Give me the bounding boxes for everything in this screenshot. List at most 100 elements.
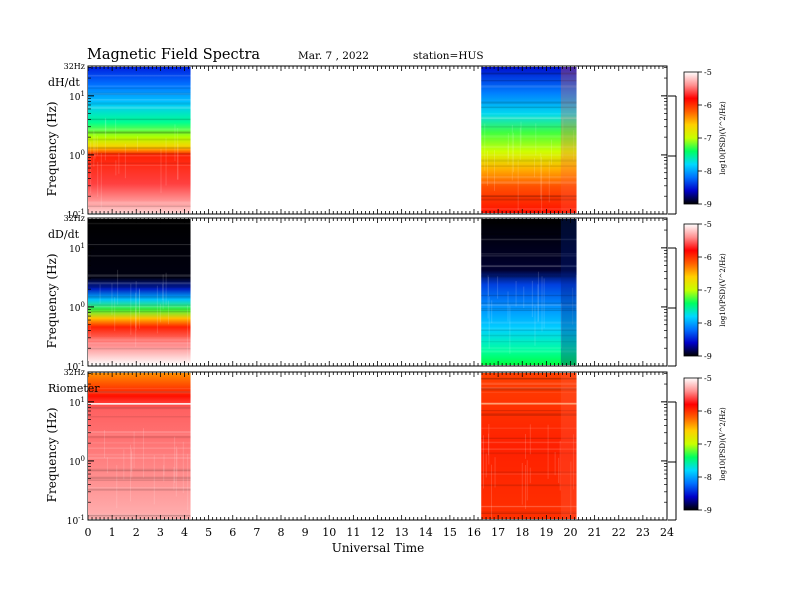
spectrogram-stripe <box>88 227 191 229</box>
spectrogram-noise <box>487 275 489 319</box>
spectrogram-stripe <box>88 434 191 436</box>
colorbar-tick-label: -6 <box>704 407 712 416</box>
spectrogram-noise <box>177 143 179 180</box>
spectrogram-stripe <box>88 106 191 108</box>
colorbar-tick-label: -8 <box>704 473 712 482</box>
spectrogram-stripe <box>481 125 577 128</box>
spectrogram-noise <box>529 424 531 455</box>
spectrogram-stripe <box>481 252 577 255</box>
spectrogram-block <box>481 67 577 215</box>
spectrogram-noise <box>159 303 161 323</box>
spectrogram-stripe <box>481 413 577 416</box>
x-tick-label: 20 <box>564 526 578 539</box>
spectrogram-noise <box>540 152 542 200</box>
y-tick-label: 101 <box>69 242 85 255</box>
spectrogram-stripe <box>88 453 191 456</box>
spectrogram-noise <box>507 133 509 159</box>
spectrogram-stripe <box>481 441 577 444</box>
colorbar-tick-label: -7 <box>704 440 712 449</box>
spectrogram-noise <box>97 161 99 197</box>
x-tick-label: 4 <box>181 526 188 539</box>
spectrogram-noise <box>173 467 175 490</box>
spectrogram-stripe <box>88 431 191 433</box>
colorbar-tick-label: -5 <box>704 374 712 383</box>
figure-title: Magnetic Field Spectra <box>87 47 260 63</box>
spectrogram-noise <box>104 117 106 161</box>
spectrogram-stripe <box>481 80 577 82</box>
disturbance-band <box>560 219 577 365</box>
spectrogram-noise <box>93 130 95 167</box>
spectrogram-stripe <box>481 511 577 514</box>
spectrogram-stripe <box>481 238 577 241</box>
spectrogram-stripe <box>481 387 577 390</box>
colorbar-label: log10(PSD)(V^2/Hz) <box>719 407 727 481</box>
spectrogram-stripe <box>481 350 577 353</box>
colorbar-tick-label: -8 <box>704 167 712 176</box>
spectrogram-stripe <box>481 264 577 268</box>
spectrogram-stripe <box>481 382 577 385</box>
spectrogram-noise <box>541 157 543 215</box>
spectrogram-noise <box>174 124 176 161</box>
spectrogram-fill <box>481 219 577 365</box>
spectrogram-noise <box>94 133 96 159</box>
spectrogram-stripe <box>481 327 577 330</box>
spectrogram-stripe <box>481 329 577 331</box>
spectrogram-noise <box>507 291 509 322</box>
spectrogram-noise <box>524 434 526 459</box>
y-tick-label: 10-1 <box>67 514 85 527</box>
colorbar-tick-label: -8 <box>704 319 712 328</box>
x-tick-label: 0 <box>85 526 92 539</box>
spectrogram-noise <box>537 284 539 322</box>
spectrogram-noise <box>533 157 535 178</box>
spectrogram-stripe <box>88 338 191 342</box>
spectrogram-noise <box>162 274 164 310</box>
colorbar-tick-label: -9 <box>704 200 712 209</box>
colorbar: -5 -6 -7 -8 -9 log10(PSD)(V^2/Hz) <box>683 374 727 515</box>
colorbar-tick-label: -6 <box>704 101 712 110</box>
spectrogram-stripe <box>481 437 577 439</box>
x-tick-label: 11 <box>346 526 360 539</box>
spectrogram-stripe <box>88 274 191 277</box>
spectrogram-noise <box>573 434 575 490</box>
spectrogram-stripe <box>481 386 577 389</box>
spectrogram-noise <box>517 159 519 211</box>
colorbar-label: log10(PSD)(V^2/Hz) <box>719 253 727 327</box>
spectrogram-stripe <box>481 448 577 450</box>
spectrogram-noise <box>534 305 536 346</box>
spectrogram-noise <box>494 149 496 191</box>
spectrogram-stripe <box>88 416 191 418</box>
panel-label: dH/dt <box>48 76 80 89</box>
spectrogram-fill <box>88 219 191 365</box>
x-axis-label: Universal Time <box>332 541 425 555</box>
panel-label: Riometer <box>48 382 100 395</box>
x-tick-label: 3 <box>157 526 164 539</box>
spectrogram-stripe <box>481 176 577 179</box>
colorbar: -5 -6 -7 -8 -9 log10(PSD)(V^2/Hz) <box>683 220 727 361</box>
spectrogram-noise <box>89 304 91 339</box>
spectrogram-noise <box>487 276 489 296</box>
spectrogram-noise <box>133 431 135 468</box>
spectrogram-stripe <box>88 118 191 121</box>
spectrogram-stripe <box>88 93 191 95</box>
spectrogram-block <box>88 219 191 365</box>
spectrogram-stripe <box>481 254 577 257</box>
spectrogram-fill <box>481 67 577 213</box>
spectrogram-noise <box>515 280 517 307</box>
y-tick-label: 100 <box>69 301 85 314</box>
spectrogram-stripe <box>88 102 191 105</box>
spectrogram-noise <box>558 457 560 483</box>
spectrogram-stripe <box>88 342 191 345</box>
spectrogram-fill <box>481 373 577 519</box>
x-tick-label: 21 <box>588 526 602 539</box>
spectrogram-noise <box>103 430 105 459</box>
spectrogram-stripe <box>481 378 577 380</box>
spectrogram-noise <box>529 467 531 484</box>
spectrogram-stripe <box>88 220 191 222</box>
spectrogram-stripe <box>88 228 191 230</box>
x-tick-label: 17 <box>491 526 505 539</box>
spectrogram-stripe <box>88 284 191 288</box>
spectrogram-noise <box>491 300 493 323</box>
colorbar-gradient <box>683 377 699 511</box>
y-tick-label: 100 <box>69 149 85 162</box>
